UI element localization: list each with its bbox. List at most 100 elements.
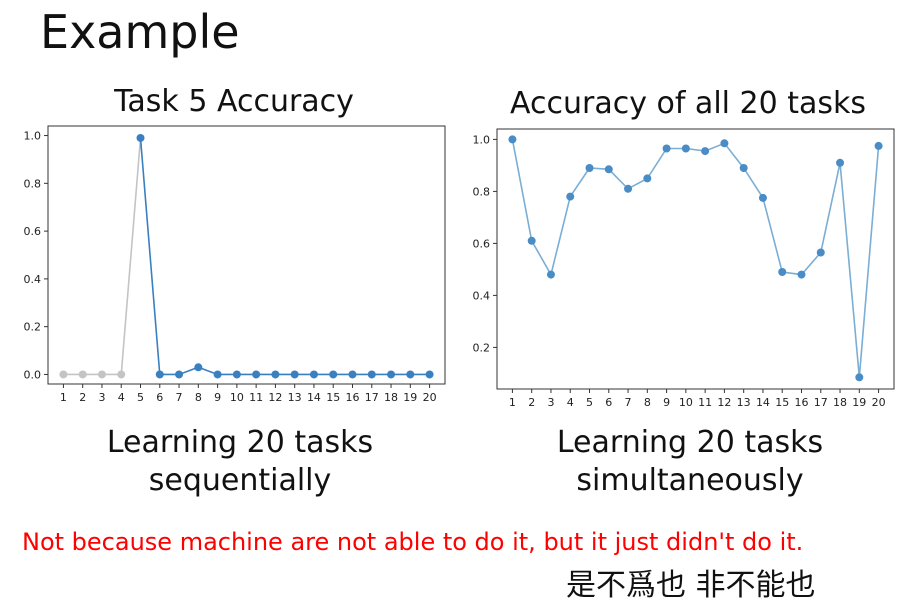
data-point bbox=[59, 370, 68, 379]
data-point bbox=[406, 370, 415, 379]
data-point bbox=[836, 158, 845, 167]
data-point bbox=[662, 144, 671, 153]
x-tick-label: 18 bbox=[384, 391, 398, 404]
data-point bbox=[387, 370, 396, 379]
x-tick-label: 1 bbox=[509, 396, 516, 409]
x-tick-label: 19 bbox=[852, 396, 866, 409]
x-tick-label: 10 bbox=[230, 391, 244, 404]
x-tick-label: 15 bbox=[775, 396, 789, 409]
left-chart: 0.00.20.40.60.81.01 2 3 4 5 6 7 8 9 10 11 12 13 14 15 1… bbox=[24, 125, 446, 404]
x-tick-label: 10 bbox=[679, 396, 693, 409]
left-caption: Learning 20 tasks sequentially bbox=[60, 424, 420, 500]
x-tick-label: 11 bbox=[249, 391, 263, 404]
left-caption-line-2: sequentially bbox=[148, 463, 332, 498]
data-point bbox=[681, 144, 690, 153]
plot-frame bbox=[47, 125, 446, 385]
data-point bbox=[367, 370, 376, 379]
x-tick-label: 6 bbox=[156, 391, 163, 404]
y-tick-label: 0.2 bbox=[473, 341, 491, 354]
data-point bbox=[739, 164, 748, 172]
data-point bbox=[309, 370, 318, 379]
x-tick-label: 7 bbox=[625, 396, 632, 409]
data-point bbox=[701, 147, 710, 156]
right-chart-title: Accuracy of all 20 tasks bbox=[509, 86, 867, 121]
x-tick-label: 4 bbox=[118, 391, 125, 404]
data-point bbox=[816, 248, 825, 257]
data-point bbox=[797, 270, 806, 279]
x-tick-label: 8 bbox=[195, 391, 202, 404]
slide-title: Example bbox=[40, 5, 240, 59]
left-caption-line-1: Learning 20 tasks bbox=[106, 425, 374, 460]
y-tick-label: 0.4 bbox=[24, 273, 42, 286]
inactive-series-line bbox=[63, 137, 142, 376]
data-point bbox=[271, 370, 280, 379]
data-point bbox=[117, 370, 126, 379]
x-tick-label: 1 bbox=[60, 391, 67, 404]
x-tick-label: 11 bbox=[698, 396, 712, 409]
data-point bbox=[874, 141, 883, 150]
data-point bbox=[136, 133, 145, 142]
x-tick-label: 12 bbox=[268, 391, 282, 404]
x-tick-label: 2 bbox=[528, 396, 535, 409]
y-tick-label: 0.4 bbox=[473, 289, 491, 302]
y-tick-label: 0.0 bbox=[24, 368, 42, 381]
y-tick-label: 1.0 bbox=[473, 133, 491, 146]
data-point bbox=[232, 370, 241, 379]
x-tick-label: 17 bbox=[365, 391, 379, 404]
left-chart-title: Task 5 Accuracy bbox=[114, 84, 354, 119]
y-tick-label: 0.8 bbox=[24, 177, 42, 190]
data-point bbox=[252, 370, 261, 379]
y-tick-label: 1.0 bbox=[24, 130, 42, 143]
data-point bbox=[778, 268, 787, 276]
x-tick-label: 9 bbox=[663, 396, 670, 409]
data-point bbox=[566, 192, 575, 201]
data-point bbox=[508, 135, 517, 144]
data-point bbox=[604, 165, 613, 174]
data-point bbox=[329, 370, 338, 379]
x-tick-label: 6 bbox=[605, 396, 612, 409]
x-tick-label: 17 bbox=[814, 396, 828, 409]
data-point bbox=[290, 370, 299, 379]
x-tick-label: 2 bbox=[79, 391, 86, 404]
x-tick-label: 18 bbox=[833, 396, 847, 409]
series-line bbox=[511, 139, 880, 378]
right-caption: Learning 20 tasks simultaneously bbox=[510, 424, 870, 500]
data-point bbox=[758, 193, 767, 202]
data-point bbox=[585, 164, 594, 172]
x-tick-label: 14 bbox=[307, 391, 321, 404]
data-point bbox=[175, 370, 184, 379]
x-tick-label: 5 bbox=[586, 396, 593, 409]
x-tick-label: 7 bbox=[176, 391, 183, 404]
active-series-line bbox=[139, 137, 430, 376]
data-point bbox=[348, 370, 357, 379]
data-point bbox=[546, 270, 555, 279]
x-tick-label: 9 bbox=[214, 391, 221, 404]
x-tick-label: 20 bbox=[423, 391, 437, 404]
cjk-caption: 是不爲也 非不能也 bbox=[566, 568, 816, 603]
x-tick-label: 20 bbox=[872, 396, 886, 409]
x-tick-label: 16 bbox=[794, 396, 808, 409]
x-tick-label: 16 bbox=[345, 391, 359, 404]
right-chart: 0.20.40.60.81.01 2 3 4 5 6 7 8 9 10 11 12 13 14 15 16 17… bbox=[473, 128, 895, 409]
data-point bbox=[213, 370, 222, 379]
y-tick-label: 0.2 bbox=[24, 321, 42, 334]
data-point bbox=[425, 370, 434, 379]
x-tick-label: 3 bbox=[547, 396, 554, 409]
x-tick-label: 8 bbox=[644, 396, 651, 409]
data-point bbox=[624, 184, 633, 193]
data-point bbox=[155, 370, 164, 379]
x-tick-label: 13 bbox=[288, 391, 302, 404]
plot-frame bbox=[496, 128, 895, 390]
x-tick-label: 4 bbox=[567, 396, 574, 409]
data-point bbox=[194, 363, 203, 372]
x-tick-label: 19 bbox=[403, 391, 417, 404]
data-point bbox=[643, 174, 652, 183]
y-tick-label: 0.8 bbox=[473, 185, 491, 198]
data-point bbox=[720, 139, 729, 148]
right-caption-line-1: Learning 20 tasks bbox=[556, 425, 824, 460]
x-tick-label: 14 bbox=[756, 396, 770, 409]
data-point bbox=[97, 370, 106, 379]
x-tick-label: 13 bbox=[737, 396, 751, 409]
data-point bbox=[78, 370, 87, 379]
